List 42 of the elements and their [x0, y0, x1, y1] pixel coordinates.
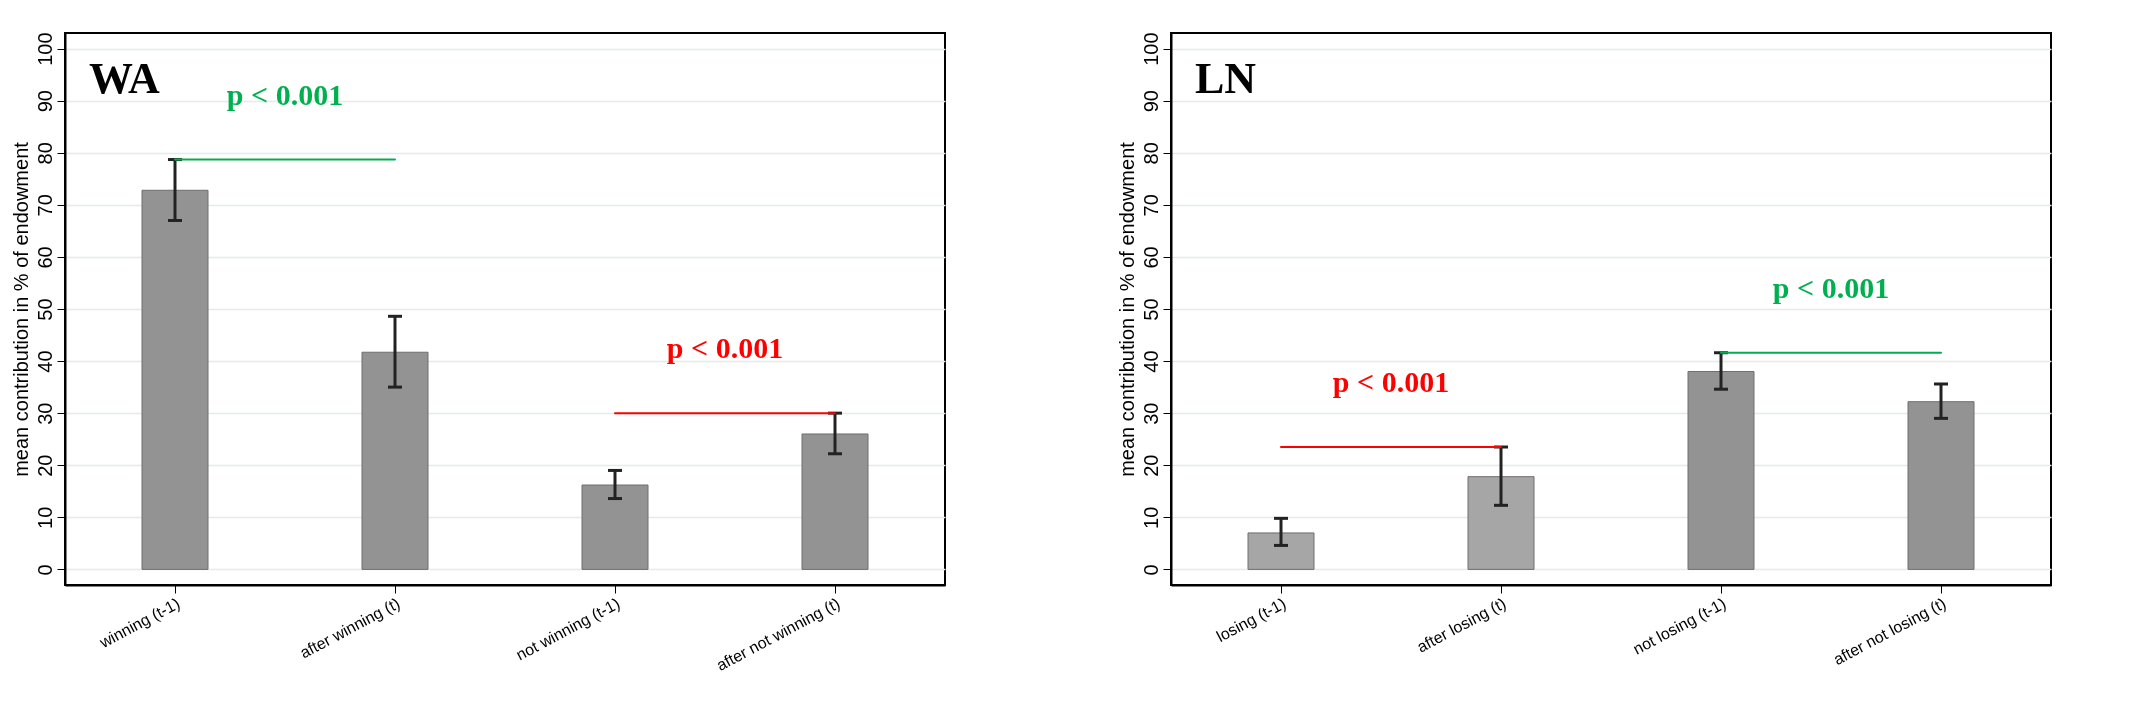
y-tick-label: 50 [33, 298, 56, 321]
x-tick-label: losing (t-1) [1213, 594, 1289, 646]
y-tick-label: 20 [33, 454, 56, 477]
bar [1467, 476, 1535, 570]
annotation: p < 0.001 [666, 331, 784, 365]
y-tick-label: 50 [1139, 298, 1162, 321]
y-tick-label: 30 [1139, 402, 1162, 425]
y-axis-title: mean contribution in % of endowment [1115, 141, 1138, 477]
y-tick-label: 10 [33, 506, 56, 529]
y-tick-label: 100 [33, 32, 56, 66]
y-tick-label: 0 [33, 564, 56, 576]
y-tick-label: 70 [1139, 194, 1162, 217]
y-tick-label: 80 [33, 142, 56, 165]
bar [361, 351, 429, 570]
annotation: p < 0.001 [1772, 270, 1890, 304]
x-tick-label: not losing (t-1) [1630, 594, 1729, 658]
bar [581, 484, 649, 570]
y-tick-label: 30 [33, 402, 56, 425]
y-tick-label: 60 [1139, 246, 1162, 269]
y-tick-label: 40 [33, 350, 56, 373]
y-tick-label: 10 [1139, 506, 1162, 529]
y-tick-label: 20 [1139, 454, 1162, 477]
bar [1907, 401, 1975, 570]
x-tick-label: after losing (t) [1414, 594, 1509, 656]
x-tick-label: after not losing (t) [1830, 594, 1949, 669]
y-tick-label: 80 [1139, 142, 1162, 165]
y-tick-label: 60 [33, 246, 56, 269]
y-tick-label: 40 [1139, 350, 1162, 373]
bar [801, 433, 869, 570]
y-tick-label: 70 [33, 194, 56, 217]
bar [1687, 370, 1755, 570]
annotation: p < 0.001 [1332, 365, 1450, 398]
y-tick-label: 100 [1139, 32, 1162, 66]
y-tick-label: 0 [1139, 564, 1162, 576]
bar [1247, 532, 1315, 570]
text: LN [1195, 54, 1257, 103]
y-axis-title: mean contribution in % of endowment [9, 141, 32, 477]
text: WA [89, 54, 161, 103]
annotation: p < 0.001 [226, 77, 344, 111]
y-tick-label: 90 [1139, 90, 1162, 113]
bar [141, 189, 209, 570]
y-tick-label: 90 [33, 90, 56, 113]
